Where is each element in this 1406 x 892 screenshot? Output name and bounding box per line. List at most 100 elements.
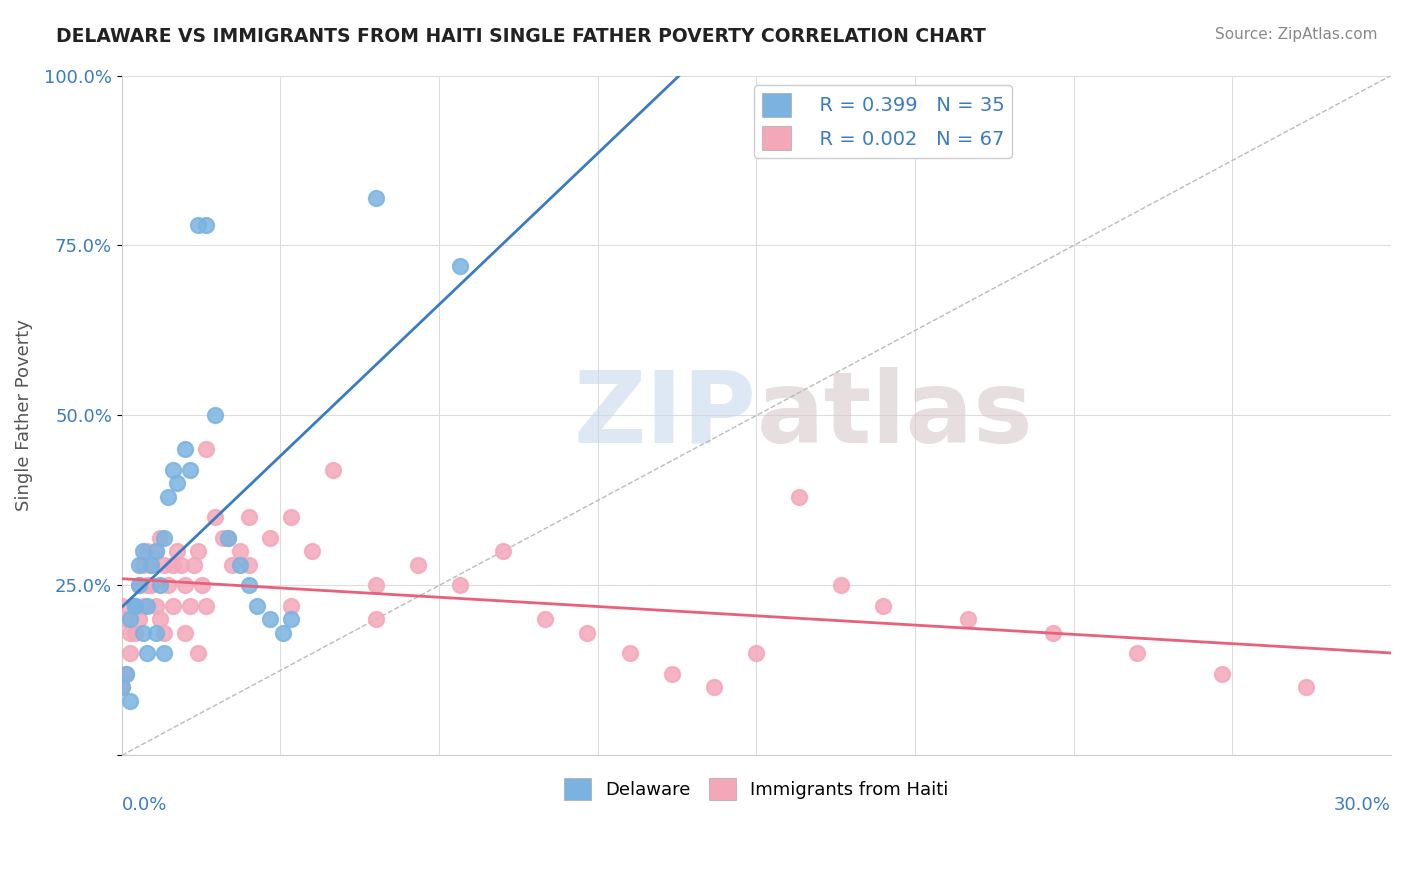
Point [141,578,163,592]
Point [141,558,163,572]
Point [195,442,218,457]
Point [157,490,180,504]
Point [179,463,201,477]
Point [238,510,260,524]
Point [1126,646,1149,660]
Y-axis label: Single Father Poverty: Single Father Poverty [15,319,32,511]
Point [183,558,205,572]
Point [406,558,429,572]
Point [115,612,138,626]
Point [217,531,239,545]
Point [145,544,167,558]
Point [174,578,197,592]
Point [128,578,150,592]
Point [259,531,281,545]
Point [364,578,387,592]
Point [128,558,150,572]
Point [238,578,260,592]
Point [120,626,142,640]
Point [124,599,146,613]
Point [162,599,184,613]
Point [145,544,167,558]
Point [149,531,172,545]
Point [703,681,725,695]
Point [364,612,387,626]
Point [301,544,323,558]
Point [187,218,209,232]
Point [217,531,239,545]
Point [124,626,146,640]
Point [141,558,163,572]
Text: atlas: atlas [756,367,1033,464]
Point [132,558,155,572]
Point [830,578,852,592]
Point [111,681,134,695]
Text: ZIP: ZIP [574,367,756,464]
Point [661,666,683,681]
Point [280,510,302,524]
Point [212,531,235,545]
Point [136,544,159,558]
Point [745,646,768,660]
Point [187,544,209,558]
Text: Source: ZipAtlas.com: Source: ZipAtlas.com [1215,27,1378,42]
Point [195,218,218,232]
Point [145,626,167,640]
Point [491,544,513,558]
Point [128,578,150,592]
Point [128,612,150,626]
Point [153,646,176,660]
Point [174,442,197,457]
Point [124,599,146,613]
Point [449,578,471,592]
Point [280,599,302,613]
Point [1042,626,1064,640]
Point [153,626,176,640]
Point [132,599,155,613]
Point [136,646,159,660]
Point [145,599,167,613]
Point [1211,666,1233,681]
Point [322,463,344,477]
Point [204,510,226,524]
Point [111,599,134,613]
Point [162,558,184,572]
Point [619,646,641,660]
Point [132,544,155,558]
Point [170,558,193,572]
Point [132,626,155,640]
Point [1295,681,1317,695]
Point [449,259,471,273]
Point [221,558,243,572]
Point [238,558,260,572]
Point [157,578,180,592]
Point [534,612,557,626]
Point [153,558,176,572]
Point [956,612,979,626]
Point [246,599,269,613]
Point [149,578,172,592]
Point [153,531,176,545]
Point [229,558,252,572]
Point [576,626,599,640]
Point [149,612,172,626]
Point [191,578,214,592]
Point [187,646,209,660]
Legend: Delaware, Immigrants from Haiti: Delaware, Immigrants from Haiti [557,771,956,807]
Text: DELAWARE VS IMMIGRANTS FROM HAITI SINGLE FATHER POVERTY CORRELATION CHART: DELAWARE VS IMMIGRANTS FROM HAITI SINGLE… [56,27,986,45]
Point [229,544,252,558]
Point [166,544,188,558]
Point [115,666,138,681]
Point [120,646,142,660]
Point [136,578,159,592]
Point [115,666,138,681]
Text: 30.0%: 30.0% [1334,797,1391,814]
Point [174,626,197,640]
Point [280,612,302,626]
Point [872,599,894,613]
Point [364,191,387,205]
Point [179,599,201,613]
Point [120,612,142,626]
Point [111,681,134,695]
Text: 0.0%: 0.0% [122,797,167,814]
